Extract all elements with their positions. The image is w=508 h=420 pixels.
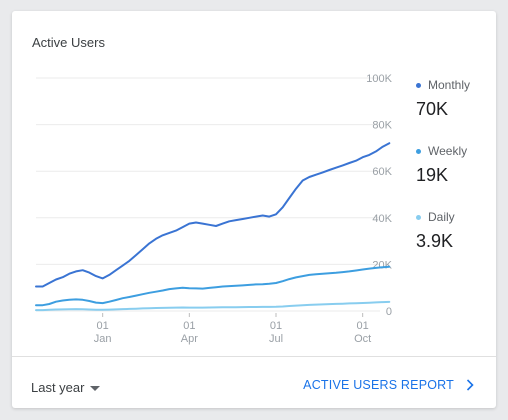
active-users-report-link[interactable]: ACTIVE USERS REPORT: [303, 378, 474, 392]
active-users-card: Active Users 100K 80K 60K 40K 20K 0 01 Jan 01 Apr…: [12, 11, 496, 408]
legend-dot-icon: [416, 148, 421, 154]
legend-value-daily: 3.9K: [416, 231, 454, 251]
date-range-dropdown[interactable]: Last year: [31, 380, 101, 395]
legend-item-weekly: Weekly 19K: [416, 144, 467, 186]
series-line-daily: [35, 300, 391, 312]
legend-label-monthly: Monthly: [428, 78, 471, 92]
footer-divider: [12, 356, 496, 357]
x-tick-month: Oct: [354, 333, 371, 345]
y-tick-label: 40K: [372, 213, 392, 225]
legend-label-weekly: Weekly: [428, 144, 468, 158]
y-tick-label: 80K: [372, 120, 392, 132]
y-tick-label: 100K: [366, 73, 392, 85]
x-tick-day: 01: [357, 320, 369, 332]
legend-item-daily: Daily 3.9K: [416, 210, 455, 252]
x-tick-month: Apr: [181, 333, 198, 345]
legend-dot-icon: [416, 214, 421, 220]
y-tick-label: 20K: [372, 259, 392, 271]
legend-value-weekly: 19K: [416, 165, 449, 185]
legend-dot-icon: [416, 82, 421, 88]
card-title: Active Users: [32, 35, 105, 50]
x-tick-day: 01: [270, 320, 282, 332]
legend-item-monthly: Monthly 70K: [416, 78, 470, 120]
caret-down-icon: [90, 385, 101, 391]
x-tick-month: Jul: [269, 333, 283, 345]
report-link-label: ACTIVE USERS REPORT: [303, 378, 454, 392]
x-tick-day: 01: [183, 320, 195, 332]
series-line-weekly: [35, 265, 391, 307]
x-tick-day: 01: [97, 320, 109, 332]
x-tick-month: Jan: [94, 333, 112, 345]
y-tick-label: 60K: [372, 166, 392, 178]
chevron-right-icon: [466, 379, 474, 391]
legend-label-daily: Daily: [428, 210, 455, 224]
date-range-label: Last year: [31, 380, 85, 395]
y-tick-label: 0: [386, 306, 392, 318]
series-line-monthly: [35, 142, 391, 288]
legend-value-monthly: 70K: [416, 99, 449, 119]
